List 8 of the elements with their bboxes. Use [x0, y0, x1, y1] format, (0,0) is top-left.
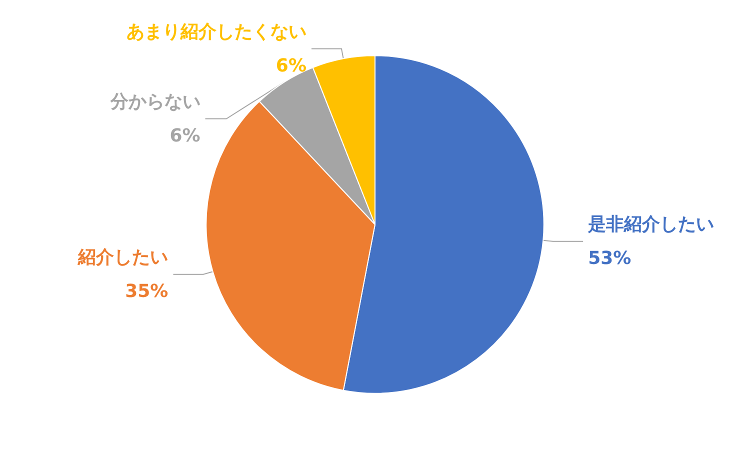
slice-label: 紹介したい: [77, 246, 168, 268]
data-label: 6%: [170, 125, 200, 146]
slice-label: 是非紹介したい: [587, 214, 714, 235]
data-label: 53%: [588, 248, 632, 269]
data-label: 35%: [125, 280, 168, 302]
slice-label: 分からない: [109, 91, 200, 112]
slice-label: あまり紹介したくない: [126, 21, 306, 42]
data-label: 6%: [276, 55, 306, 76]
